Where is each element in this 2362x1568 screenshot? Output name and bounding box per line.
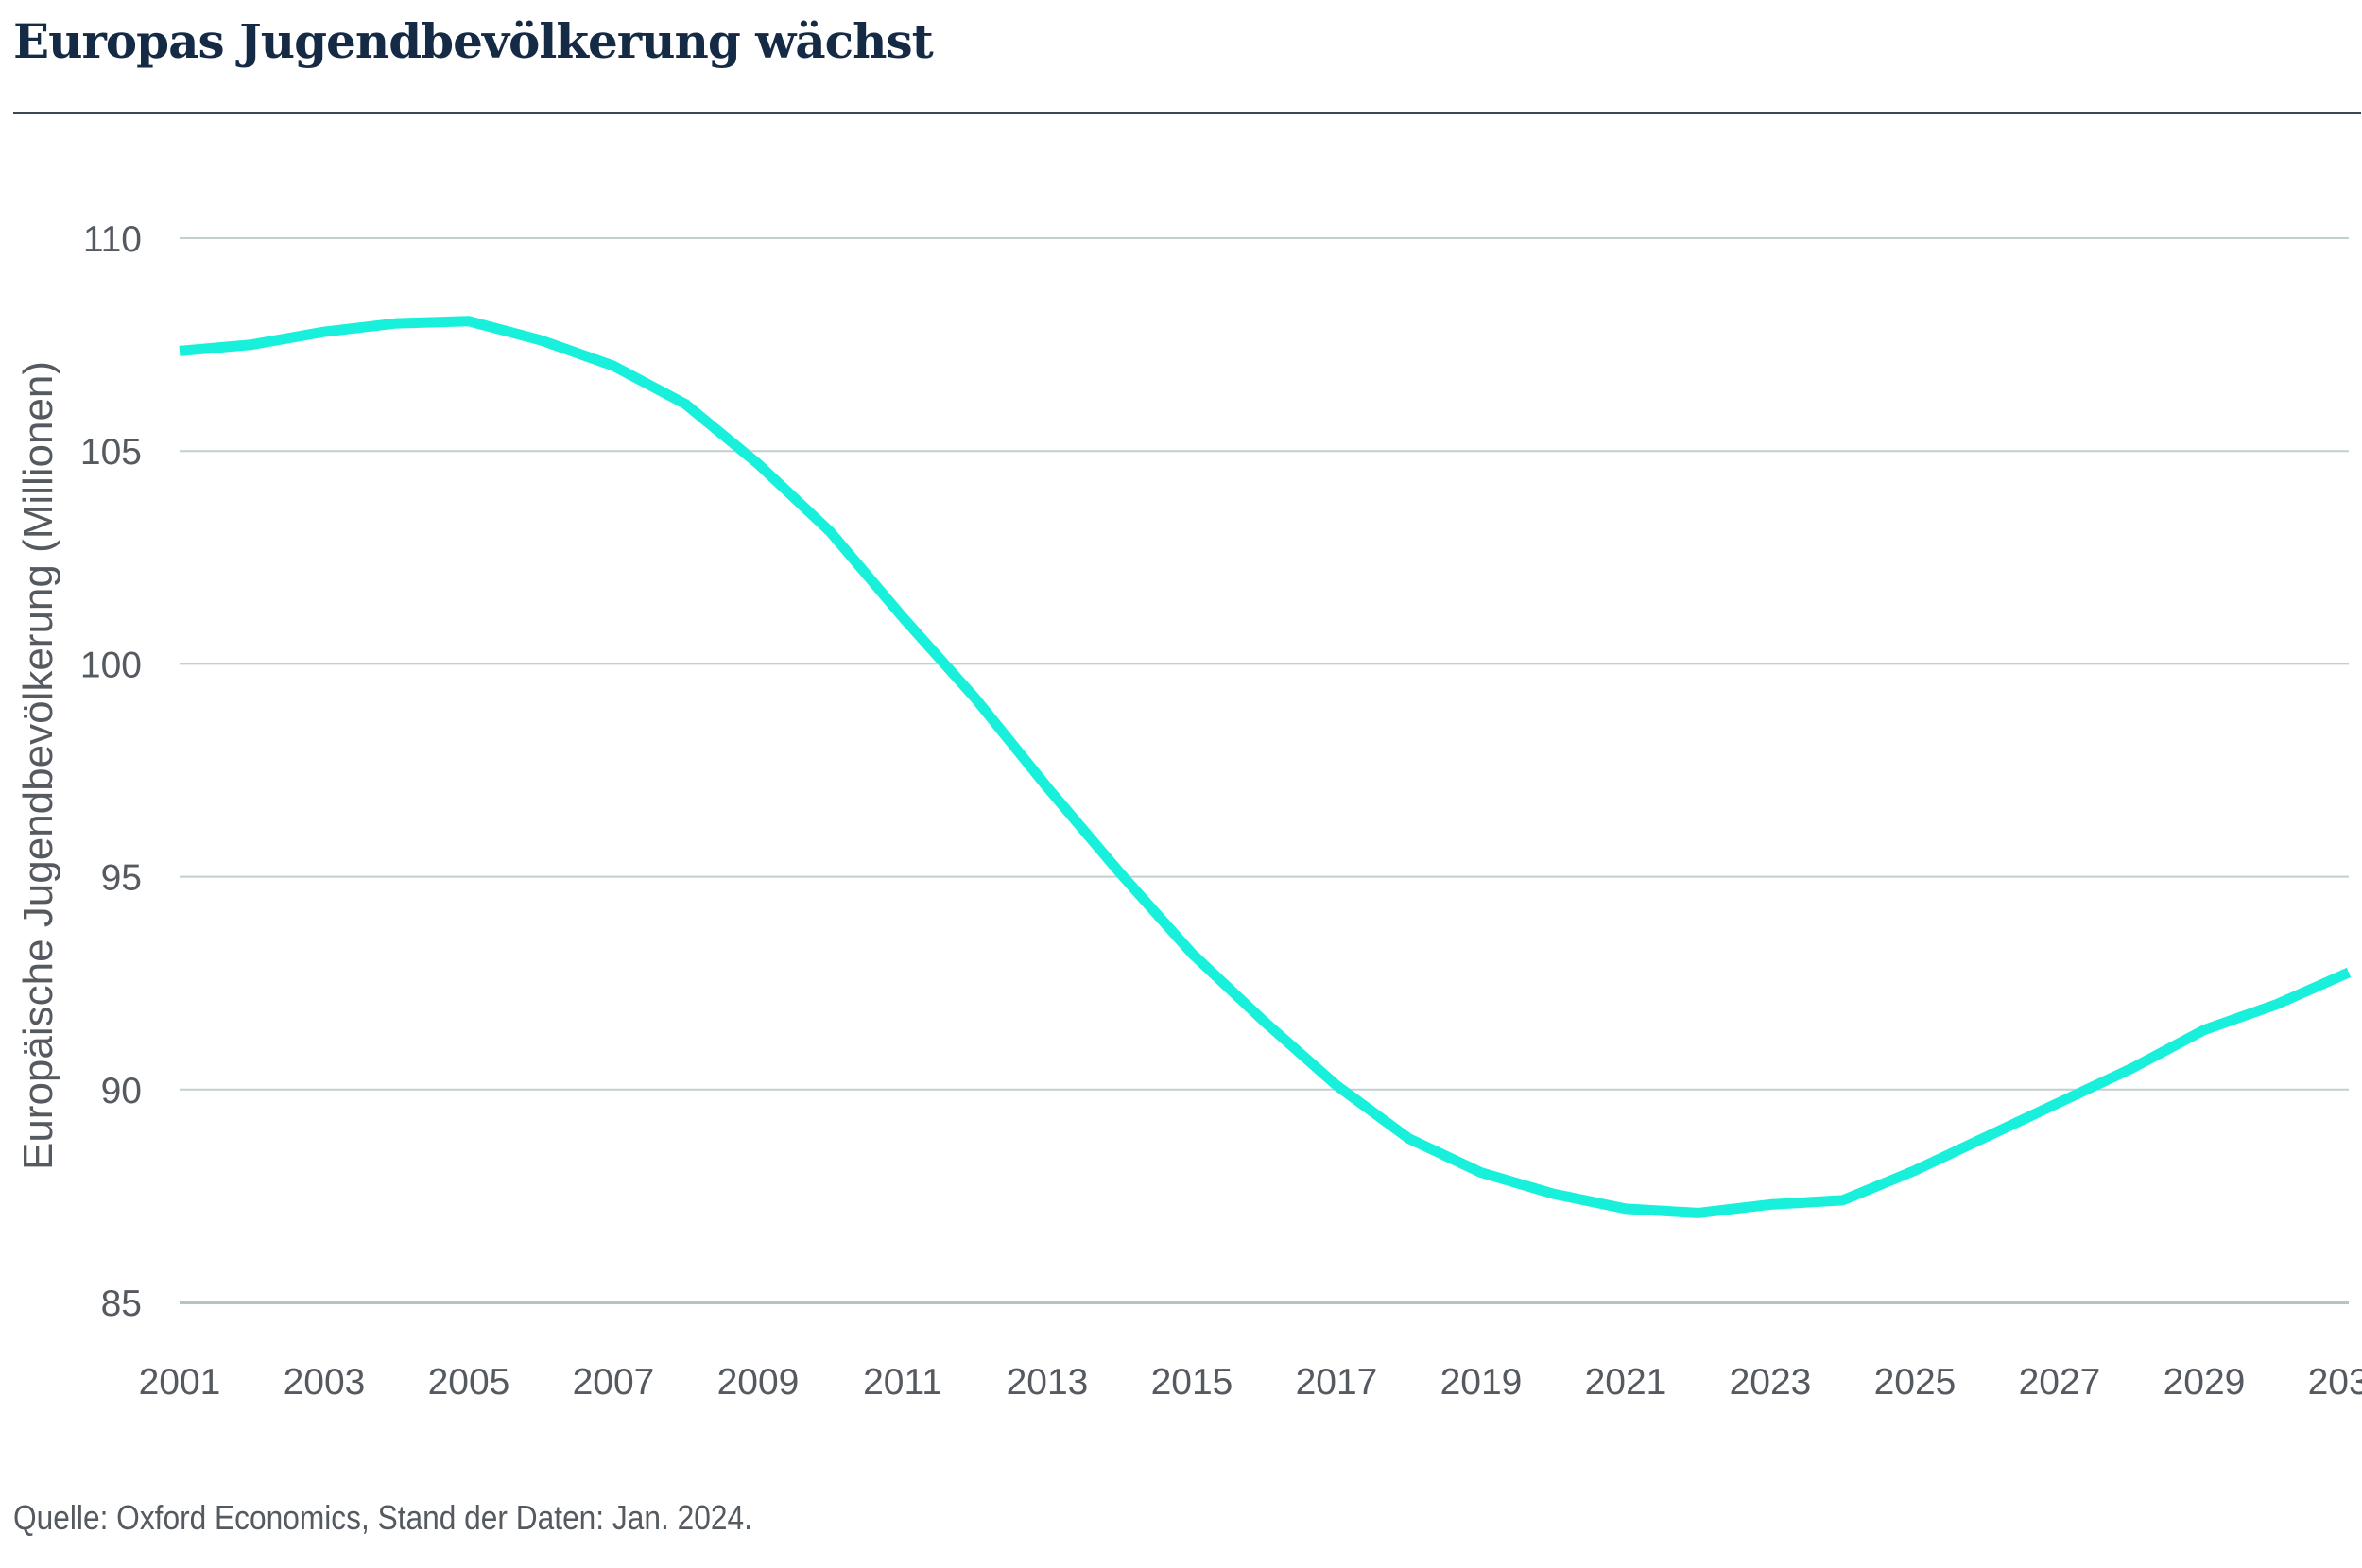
x-tick-label: 2011 bbox=[863, 1362, 942, 1403]
y-axis-label: Europäische Jugendbevölkerung (Millionen… bbox=[15, 361, 61, 1170]
x-tick-label: 2003 bbox=[284, 1362, 366, 1403]
title-divider bbox=[13, 112, 2361, 114]
x-tick-label: 2019 bbox=[1440, 1362, 1523, 1403]
y-tick-label: 95 bbox=[101, 858, 142, 899]
y-tick-label: 90 bbox=[101, 1071, 142, 1111]
y-tick-label: 110 bbox=[83, 219, 142, 260]
x-tick-label: 2029 bbox=[2164, 1362, 2246, 1403]
series-line bbox=[179, 316, 2352, 1218]
x-tick-label: 2027 bbox=[2019, 1362, 2101, 1403]
y-tick-label: 100 bbox=[80, 645, 142, 685]
x-tick-label: 2025 bbox=[1874, 1362, 1957, 1403]
x-tick-label: 2009 bbox=[717, 1362, 800, 1403]
line-chart: 85 90 95 100 105 110 2001 2003 2005 2007 2009 2011 2… bbox=[15, 219, 2362, 1403]
x-tick-label: 2007 bbox=[573, 1362, 655, 1403]
y-tick-label: 85 bbox=[101, 1284, 142, 1324]
chart-title: Europas Jugendbevölkerung wächst bbox=[13, 13, 934, 69]
x-tick-label: 2015 bbox=[1151, 1362, 1233, 1403]
x-tick-label: 2013 bbox=[1007, 1362, 1089, 1403]
x-tick-label: 2021 bbox=[1585, 1362, 1667, 1403]
x-tick-label: 2005 bbox=[428, 1362, 510, 1403]
x-tick-label: 2023 bbox=[1730, 1362, 1812, 1403]
x-tick-label: 2017 bbox=[1296, 1362, 1378, 1403]
source-note: Quelle: Oxford Economics, Stand der Date… bbox=[13, 1498, 752, 1537]
x-tick-label: 2001 bbox=[139, 1362, 221, 1403]
x-tick-label: 2031 bbox=[2308, 1362, 2362, 1403]
y-tick-label: 105 bbox=[80, 432, 142, 473]
